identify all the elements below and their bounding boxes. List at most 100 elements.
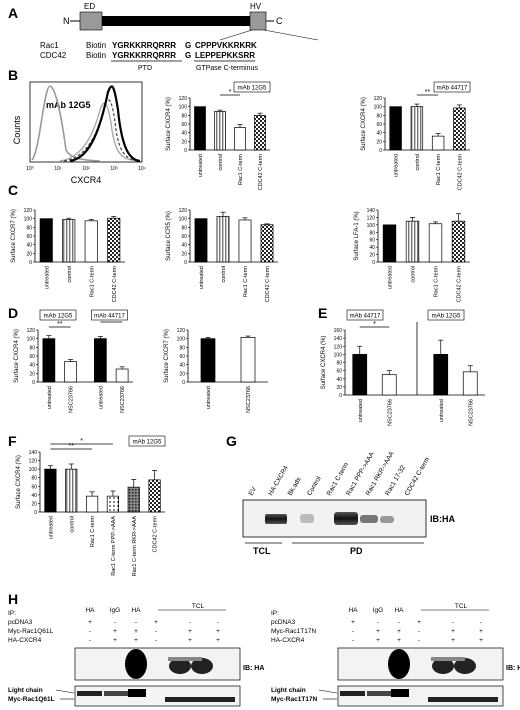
- sign: +: [376, 628, 380, 635]
- y-axis-label: Surface CXCR4 (%): [16, 455, 22, 509]
- bar: [62, 219, 76, 263]
- rac1-tag: Biotin: [86, 41, 106, 50]
- category-label: untreated: [47, 386, 53, 409]
- y-tick-label: 80: [181, 113, 187, 119]
- y-tick-label: 100: [179, 105, 188, 111]
- bar: [216, 216, 230, 263]
- blot-g-band-bkads: [300, 514, 314, 523]
- y-tick-label: 120: [334, 344, 343, 350]
- category-label: NSC23766: [468, 399, 474, 426]
- bar: [352, 354, 368, 396]
- bar: [84, 220, 98, 263]
- gtpase-label: GTPase C-terminus: [196, 65, 258, 72]
- sign: -: [89, 628, 91, 635]
- sign: +: [351, 619, 355, 626]
- y-axis-label: Surface CXCR4 (%): [14, 329, 20, 383]
- band-tcl-2: [454, 658, 476, 674]
- significance-label: *: [80, 438, 83, 445]
- category-label: Rac1 C-term: [238, 154, 244, 186]
- y-tick-label: 0: [184, 260, 187, 266]
- y-tick-label: 100: [367, 223, 376, 229]
- sign: +: [113, 628, 117, 635]
- bar: [86, 495, 99, 513]
- zoom-line-right: [263, 29, 319, 41]
- y-tick-label: 80: [31, 476, 37, 482]
- y-tick-label: 120: [179, 96, 188, 102]
- antibody-label: mAb 44717: [94, 314, 125, 320]
- category-label: untreated: [198, 154, 204, 177]
- y-tick-label: 20: [31, 501, 37, 507]
- rac1-ptd: YGRKKRRQRRR: [112, 41, 176, 50]
- ib-label: IB: HA: [506, 665, 520, 672]
- bar: [389, 106, 402, 151]
- protein-schematic: N ED HV C Rac1 Biotin YGRKKRRQRRR G CPPP…: [40, 2, 319, 72]
- cdc42-ptd: YGRKKRRQRRR: [112, 51, 176, 60]
- y-tick-label: 0: [34, 510, 37, 516]
- y-axis-label: Surface CXCR4 (%): [321, 336, 327, 390]
- sign: -: [114, 619, 116, 626]
- sign: -: [352, 637, 354, 644]
- y-tick-label: 60: [181, 122, 187, 128]
- category-label: control: [221, 266, 227, 283]
- y-tick-label: 20: [369, 253, 375, 259]
- sign: -: [189, 619, 191, 626]
- sign: +: [451, 637, 455, 644]
- category-label: control: [411, 266, 417, 283]
- sign: +: [188, 637, 192, 644]
- antibody-box: [427, 309, 465, 321]
- blot-h-ha-membrane: [74, 647, 241, 681]
- row-label: pcDNA3: [271, 619, 296, 626]
- bar: [405, 220, 420, 263]
- ip-ha-2: HA: [131, 607, 141, 614]
- antibody-label: mAb 12G5: [133, 440, 162, 446]
- row-label: IP:: [8, 610, 16, 617]
- y-tick-label: 100: [24, 217, 33, 223]
- sign: +: [479, 628, 483, 635]
- y-tick-label: 100: [374, 105, 383, 111]
- bar: [453, 107, 466, 151]
- histogram-xtick-4: 10⁴: [138, 166, 146, 172]
- y-tick-label: 100: [29, 467, 38, 473]
- rac1-ctail: CPPPVKKRKRK: [195, 41, 257, 50]
- y-tick-label: 20: [181, 251, 187, 257]
- band-ha-ip: [125, 649, 147, 679]
- y-tick-label: 60: [336, 369, 342, 375]
- y-tick-label: 60: [376, 122, 382, 128]
- antibody-box: [128, 435, 166, 447]
- bar: [194, 106, 206, 151]
- cdc42-tag: Biotin: [86, 51, 106, 60]
- sign: +: [216, 637, 220, 644]
- y-tick-label: 40: [31, 493, 37, 499]
- y-tick-label: 100: [177, 337, 186, 343]
- blot-h-2: IP: pcDNA3 Myc-Rac1T17N HA-CXCR4 HA IgG HA TCL…: [271, 603, 520, 707]
- y-tick-label: 0: [372, 260, 375, 266]
- bar: [428, 223, 443, 263]
- sign: +: [134, 637, 138, 644]
- sign: +: [417, 619, 421, 626]
- category-label: Rac1 C-term: [90, 516, 96, 548]
- y-tick-label: 40: [26, 243, 32, 249]
- category-label: control: [415, 154, 421, 171]
- y-tick-label: 80: [181, 225, 187, 231]
- histogram-xtick-2: 10²: [82, 166, 90, 172]
- category-label: CDC42 C-term: [457, 154, 463, 191]
- domain-ed-label: ED: [84, 2, 95, 11]
- bar: [64, 361, 77, 383]
- sign: +: [188, 628, 192, 635]
- tcl-label: TCL: [192, 603, 205, 610]
- bar: [433, 354, 449, 396]
- row-label: pcDNA3: [8, 619, 33, 626]
- ip-igg: IgG: [373, 607, 383, 614]
- chart-d2: 0 20 40 60 80 100 120 Surface CXCR7 (%) untreate…: [164, 328, 268, 413]
- blot-g-tcl-label: TCL: [253, 546, 271, 556]
- blot-g-lane-label: Bk.ads: [287, 476, 303, 497]
- chart-f1: 0 20 40 60 80 100 120 140 Surface CXCR4 (%) untre…: [16, 435, 166, 576]
- antibody-label: mAb 12G5: [44, 314, 73, 320]
- band-tcl-1: [169, 658, 191, 674]
- significance-label: **: [57, 321, 63, 328]
- y-tick-label: 20: [29, 371, 35, 377]
- panel-label-g: G: [226, 433, 237, 449]
- band-tcl-upper: [431, 657, 465, 661]
- y-tick-label: 80: [369, 230, 375, 236]
